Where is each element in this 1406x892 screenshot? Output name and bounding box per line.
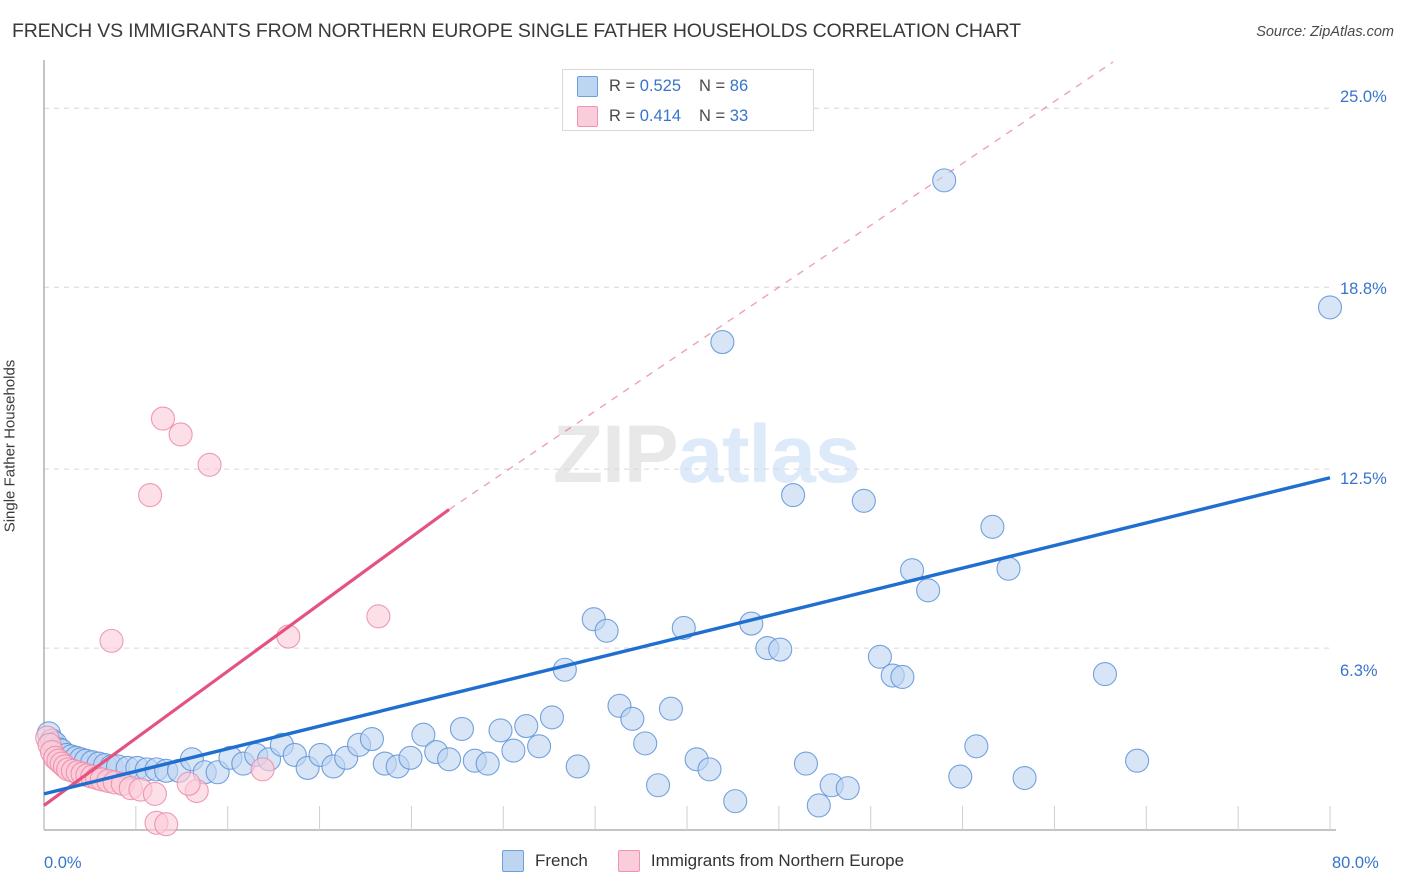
x-tick-label-min: 0.0% (44, 854, 82, 872)
data-point (154, 812, 179, 837)
n-label-french: N = (699, 77, 730, 95)
data-point (527, 734, 552, 759)
data-point (514, 714, 539, 739)
data-point (980, 514, 1005, 539)
data-point (1012, 765, 1037, 791)
points-group-french (36, 168, 1343, 818)
data-point (475, 751, 500, 776)
data-point (781, 483, 806, 508)
legend-color-immigrants (617, 850, 640, 872)
n-label-immigrants: N = (699, 107, 730, 125)
data-point (142, 781, 167, 806)
data-point (1092, 662, 1117, 687)
stat-text-immigrants: R = 0.414 N = 33 (609, 107, 748, 126)
data-point (176, 771, 201, 796)
data-point (366, 604, 391, 629)
data-point (697, 757, 722, 782)
data-point (552, 657, 577, 682)
data-point (197, 452, 222, 477)
data-point (501, 738, 526, 763)
data-point (658, 696, 683, 721)
x-tick-label-max: 80.0% (1332, 854, 1379, 872)
data-point (620, 706, 645, 731)
data-point (633, 731, 658, 756)
legend-item-french[interactable]: French (501, 850, 588, 872)
data-point (150, 406, 176, 431)
series-legend: French Immigrants from Northern Europe (0, 850, 1406, 872)
stat-text-french: R = 0.525 N = 86 (609, 77, 748, 96)
data-point (768, 637, 793, 662)
data-point (835, 776, 860, 801)
legend-color-french (501, 850, 524, 872)
data-point (539, 705, 565, 730)
data-point (411, 722, 436, 747)
data-point (890, 664, 915, 690)
n-value-immigrants: 33 (729, 107, 749, 125)
data-point (250, 757, 275, 782)
data-point (793, 751, 819, 776)
data-point (594, 618, 619, 643)
data-point (996, 556, 1021, 581)
legend-swatch-immigrants (577, 106, 598, 127)
source-label: Source: ZipAtlas.com (1256, 24, 1394, 40)
data-point (138, 483, 163, 508)
data-point (1125, 748, 1150, 773)
data-point (99, 628, 124, 653)
data-point (964, 734, 989, 759)
stat-row-french: R = 0.525 N = 86 (577, 73, 813, 100)
y-tick-label-6_3: 6.3% (1340, 662, 1378, 680)
trendline-immigrants (43, 508, 451, 807)
trendline-french (43, 476, 1331, 796)
data-point (806, 793, 831, 818)
legend-label-immigrants: Immigrants from Northern Europe (650, 851, 905, 870)
data-point (723, 789, 748, 814)
data-point (932, 168, 957, 193)
data-point (488, 718, 513, 743)
r-value-french: 0.525 (639, 77, 682, 95)
data-point (398, 745, 423, 770)
legend-swatch-french (577, 76, 598, 97)
y-tick-label-25: 25.0% (1340, 88, 1387, 106)
y-tick-label-18_8: 18.8% (1340, 280, 1387, 298)
data-point (851, 488, 876, 513)
legend-item-immigrants[interactable]: Immigrants from Northern Europe (617, 850, 905, 872)
y-tick-label-12_5: 12.5% (1340, 470, 1387, 488)
data-point (168, 422, 193, 447)
r-label-french: R = (609, 77, 640, 95)
correlation-stats-legend: R = 0.525 N = 86 R = 0.414 N = 33 (562, 69, 814, 131)
stat-row-immigrants: R = 0.414 N = 33 (577, 103, 813, 130)
data-point (867, 644, 892, 669)
n-value-french: 86 (729, 77, 749, 95)
page-title: FRENCH VS IMMIGRANTS FROM NORTHERN EUROP… (12, 20, 1021, 42)
data-point (1317, 295, 1343, 320)
data-point (437, 747, 462, 772)
data-point (565, 754, 590, 779)
r-label-immigrants: R = (609, 107, 640, 125)
legend-label-french: French (534, 851, 588, 870)
data-point (646, 773, 671, 798)
data-point (449, 716, 475, 741)
data-point (948, 764, 973, 789)
data-point (359, 727, 384, 752)
r-value-immigrants: 0.414 (639, 107, 682, 125)
data-point (710, 330, 735, 355)
data-point (916, 578, 941, 603)
